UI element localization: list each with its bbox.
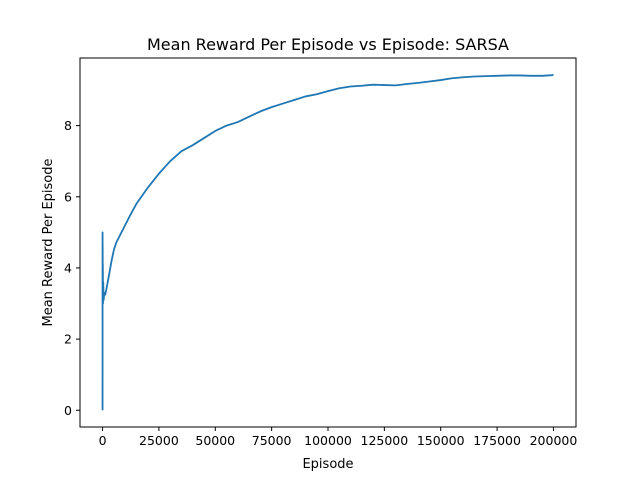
- y-tick-label: 8: [64, 118, 72, 133]
- x-tick-label: 125000: [361, 433, 409, 448]
- x-tick-label: 75000: [252, 433, 292, 448]
- series-line: [101, 74, 554, 411]
- x-tick-label: 0: [99, 433, 107, 448]
- x-axis-label: Episode: [302, 457, 353, 472]
- x-tick-label: 200000: [530, 433, 578, 448]
- y-axis-label: Mean Reward Per Episode: [41, 158, 56, 326]
- x-axis: 0 25000 50000 75000 100000 125000 150000 175000…: [99, 427, 578, 448]
- y-tick-label: 4: [64, 260, 72, 275]
- y-tick-label: 6: [64, 189, 72, 204]
- x-tick-label: 25000: [139, 433, 179, 448]
- x-tick-label: 150000: [417, 433, 465, 448]
- chart-title: Mean Reward Per Episode vs Episode: SARS…: [147, 35, 509, 54]
- x-tick-label: 100000: [304, 433, 352, 448]
- x-tick-label: 50000: [195, 433, 235, 448]
- x-tick-label: 175000: [473, 433, 521, 448]
- y-tick-label: 2: [64, 332, 72, 347]
- y-tick-label: 0: [64, 403, 72, 418]
- y-axis: 0 2 4 6 8: [64, 118, 80, 418]
